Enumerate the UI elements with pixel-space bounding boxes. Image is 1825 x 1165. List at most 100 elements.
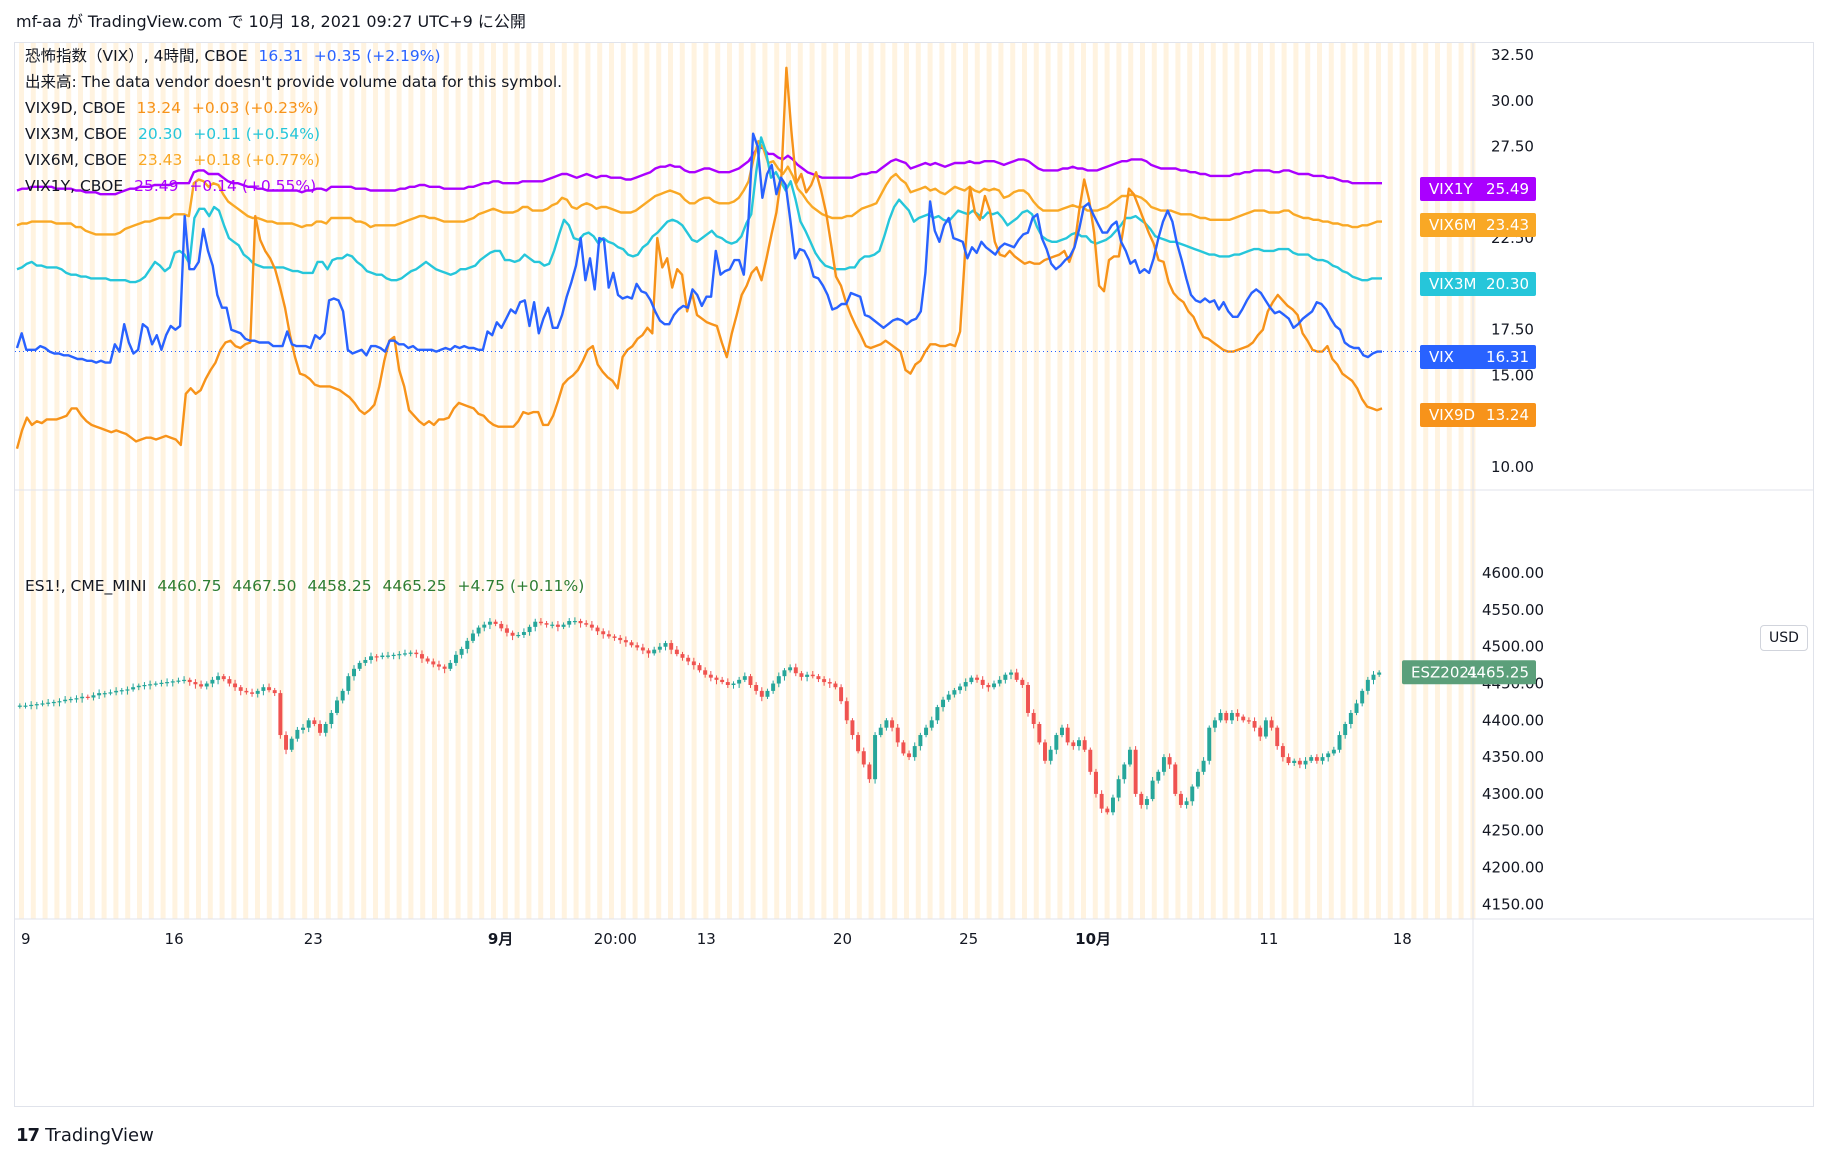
candle-body xyxy=(1133,749,1138,794)
candle-body xyxy=(748,676,753,685)
session-stripe xyxy=(727,43,732,919)
x-tick-label: 16 xyxy=(165,930,184,948)
vix-legend-name: 恐怖指数（VIX）, 4時間, CBOE xyxy=(25,47,248,65)
candle-body xyxy=(436,664,441,667)
vix-legend-row[interactable]: 恐怖指数（VIX）, 4時間, CBOE 16.31 +0.35 (+2.19%… xyxy=(25,43,568,69)
candle-body xyxy=(380,655,385,658)
session-shading xyxy=(19,43,1476,919)
candle-body xyxy=(1280,746,1285,758)
badge-value: 25.49 xyxy=(1486,180,1529,198)
session-stripe xyxy=(396,43,402,919)
candle-body xyxy=(142,685,147,687)
candle-body xyxy=(318,724,323,733)
candle-body xyxy=(816,676,821,680)
candle-body xyxy=(1082,740,1087,750)
candle-body xyxy=(1014,672,1019,680)
session-stripe xyxy=(833,43,839,919)
candle-body xyxy=(703,670,708,675)
candle-body xyxy=(1161,757,1166,772)
session-stripe xyxy=(927,43,933,919)
session-stripe xyxy=(207,43,213,919)
chart-canvas[interactable]: 32.5030.0027.5025.0022.5020.0017.5015.00… xyxy=(15,43,1815,1108)
session-stripe xyxy=(774,43,780,919)
candle-body xyxy=(674,649,679,655)
session-stripe xyxy=(1411,43,1417,919)
candle-body xyxy=(657,646,662,650)
session-stripe xyxy=(337,43,343,919)
session-stripe xyxy=(1175,43,1181,919)
es-legend-change: +4.75 (+0.11%) xyxy=(457,577,585,595)
candle-body xyxy=(1105,808,1110,813)
candle-body xyxy=(1088,749,1093,772)
candle-body xyxy=(1184,801,1189,805)
session-stripe xyxy=(1376,43,1381,919)
vix1y-legend-row[interactable]: VIX1Y, CBOE 25.49 +0.14 (+0.55%) xyxy=(25,173,568,199)
vix9d-legend-row[interactable]: VIX9D, CBOE 13.24 +0.03 (+0.23%) xyxy=(25,95,568,121)
session-stripe xyxy=(514,43,520,919)
session-stripe xyxy=(125,43,131,919)
session-stripe xyxy=(679,43,685,919)
session-stripe xyxy=(1293,43,1299,919)
footer-brand: TradingView xyxy=(45,1125,154,1146)
vix3m-legend-row[interactable]: VIX3M, CBOE 20.30 +0.11 (+0.54%) xyxy=(25,121,568,147)
candle-body xyxy=(1071,742,1076,747)
candle-body xyxy=(1201,760,1206,772)
candle-body xyxy=(340,690,345,701)
candle-body xyxy=(204,683,209,687)
session-stripe xyxy=(597,43,603,919)
currency-badge[interactable]: USD xyxy=(1760,625,1808,651)
session-stripe xyxy=(455,43,461,919)
vix3m-legend-change: +0.11 (+0.54%) xyxy=(193,125,321,143)
session-stripe xyxy=(939,43,945,919)
vix6m-legend-change: +0.18 (+0.77%) xyxy=(193,151,321,169)
candle-body xyxy=(1003,674,1008,680)
session-stripe xyxy=(632,43,638,919)
x-tick-label: 18 xyxy=(1393,930,1412,948)
candle-body xyxy=(397,654,402,656)
session-stripe xyxy=(373,43,378,919)
candle-body xyxy=(1156,771,1161,781)
session-stripe xyxy=(278,43,284,919)
volume-legend-row: 出来高: The data vendor doesn't provide vol… xyxy=(25,69,568,95)
candle-body xyxy=(958,686,963,691)
publish-header: mf-aa が TradingView.com で 10月 18, 2021 0… xyxy=(16,12,526,31)
candle-body xyxy=(289,738,294,750)
x-tick-label: 25 xyxy=(959,930,978,948)
candle-body xyxy=(890,720,895,728)
candle-body xyxy=(1048,749,1053,761)
candle-body xyxy=(131,687,136,690)
candle-body xyxy=(504,628,509,633)
vix-y-tick-label: 15.00 xyxy=(1491,366,1534,384)
session-stripe xyxy=(786,43,791,919)
lower-legend[interactable]: ES1!, CME_MINI 4460.75 4467.50 4458.25 4… xyxy=(25,573,590,599)
session-stripe xyxy=(1458,43,1464,919)
candle-body xyxy=(1377,672,1382,675)
candle-body xyxy=(578,620,583,624)
candle-body xyxy=(312,720,317,724)
candle-body xyxy=(963,682,968,687)
candle-body xyxy=(771,683,776,691)
candle-body xyxy=(119,690,124,692)
badge-vix6m: VIX6M 23.43 xyxy=(1420,213,1536,237)
session-stripe xyxy=(243,43,249,919)
candle-body xyxy=(986,685,991,688)
es-y-tick-label: 4300.00 xyxy=(1482,785,1544,803)
candle-body xyxy=(386,655,390,657)
session-stripe xyxy=(550,43,555,919)
candle-body xyxy=(453,654,458,663)
candle-body xyxy=(737,679,742,684)
session-stripe xyxy=(78,43,83,919)
session-stripe xyxy=(974,43,980,919)
candle-body xyxy=(402,653,407,655)
session-stripe xyxy=(19,43,24,919)
candle-body xyxy=(805,674,810,677)
candle-body xyxy=(1190,786,1195,802)
es-y-tick-label: 4200.00 xyxy=(1482,858,1544,876)
candle-body xyxy=(1371,674,1376,680)
x-tick-label: 9 xyxy=(21,930,31,948)
session-stripe xyxy=(856,43,862,919)
vix6m-legend-row[interactable]: VIX6M, CBOE 23.43 +0.18 (+0.77%) xyxy=(25,147,568,173)
candle-body xyxy=(1297,760,1302,765)
candle-body xyxy=(606,634,611,637)
candle-body xyxy=(1037,724,1042,743)
